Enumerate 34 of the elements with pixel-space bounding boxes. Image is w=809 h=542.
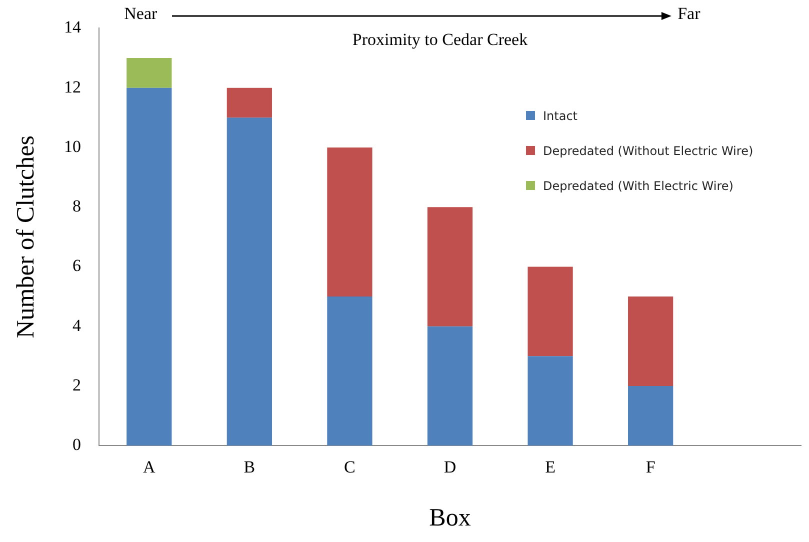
y-tick-label: 0 bbox=[72, 435, 81, 454]
y-tick-label: 12 bbox=[64, 77, 81, 96]
bar bbox=[427, 207, 473, 326]
bar bbox=[226, 88, 272, 118]
x-tick-label: F bbox=[646, 457, 656, 476]
bar bbox=[628, 296, 674, 386]
x-tick-label: A bbox=[143, 457, 156, 476]
text: Far bbox=[678, 4, 700, 24]
bar bbox=[628, 386, 674, 446]
y-tick-label: 8 bbox=[72, 196, 81, 216]
bar bbox=[327, 147, 372, 297]
x-axis-title: Box bbox=[429, 504, 472, 532]
x-tick-label: E bbox=[545, 457, 556, 476]
text: Near bbox=[124, 4, 158, 24]
y-tick-label: 2 bbox=[72, 375, 81, 394]
x-tick-label: C bbox=[344, 457, 356, 476]
bar bbox=[528, 266, 573, 356]
bar bbox=[528, 356, 573, 446]
y-tick-label: 6 bbox=[72, 256, 81, 276]
y-tick-label: 4 bbox=[72, 316, 82, 335]
bar bbox=[427, 326, 473, 446]
bar bbox=[126, 58, 172, 88]
bar bbox=[226, 118, 272, 446]
legend-label: Intact bbox=[543, 108, 578, 123]
bar bbox=[126, 88, 172, 446]
x-tick-label: D bbox=[444, 457, 456, 476]
annotation: Proximity to Cedar Creek bbox=[352, 30, 528, 50]
y-axis-title: Number of Clutches bbox=[12, 136, 40, 338]
legend-label: Depredated (Without Electric Wire) bbox=[543, 144, 754, 158]
y-tick-label: 14 bbox=[64, 18, 82, 37]
x-tick-label: B bbox=[244, 457, 256, 476]
y-tick-label: 10 bbox=[64, 136, 81, 156]
legend-label: Depredated (With Electric Wire) bbox=[543, 178, 734, 193]
bar bbox=[327, 296, 372, 446]
